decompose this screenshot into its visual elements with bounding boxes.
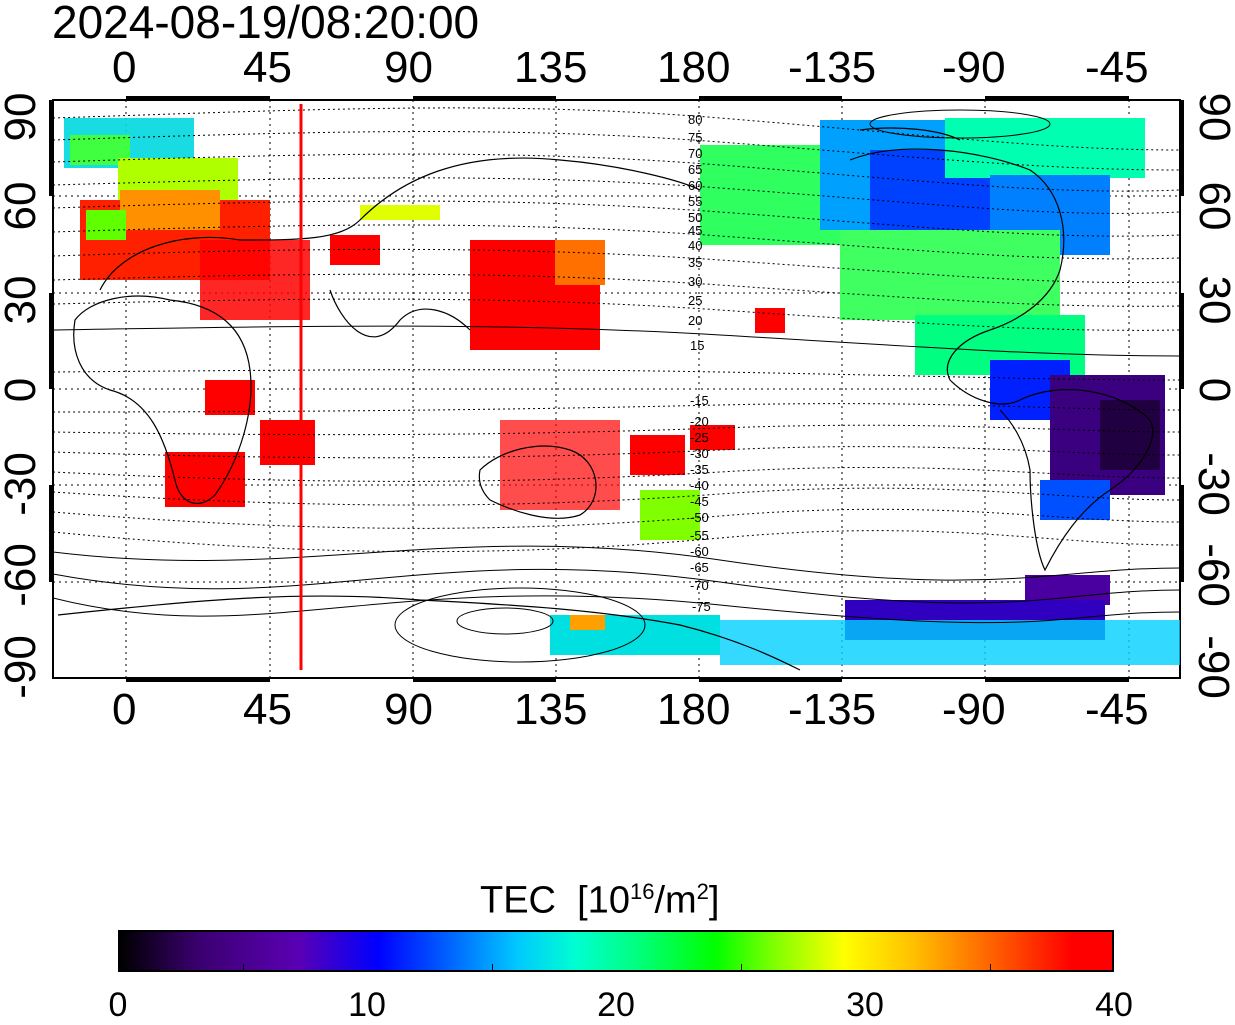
contour-lines bbox=[53, 107, 1180, 663]
colorbar-tick: 10 bbox=[348, 986, 386, 1024]
bottom-lon-tick: 0 bbox=[112, 685, 137, 734]
bottom-lon-tick: -135 bbox=[788, 685, 877, 734]
contour-label: -20 bbox=[690, 414, 709, 429]
contour-label: -70 bbox=[690, 578, 709, 593]
contour-label: -45 bbox=[690, 494, 709, 509]
contour-label: 55 bbox=[688, 194, 702, 209]
contour-label: 80 bbox=[688, 112, 702, 127]
tec-map: 80 75 70 65 60 55 50 45 40 35 30 25 20 1… bbox=[49, 96, 1184, 682]
colorbar-unit-exp: 16 bbox=[629, 879, 655, 904]
contour-label: 60 bbox=[688, 178, 702, 193]
contour-label: -50 bbox=[690, 510, 709, 525]
contour-label: 15 bbox=[690, 338, 704, 353]
bottom-lon-tick: -45 bbox=[1085, 685, 1149, 734]
bottom-lon-tick: 135 bbox=[514, 685, 588, 734]
bottom-lon-tick: 45 bbox=[243, 685, 292, 734]
top-lon-tick: -90 bbox=[942, 43, 1006, 92]
colorbar-minor-tick bbox=[741, 964, 742, 972]
colorbar-tick: 0 bbox=[108, 986, 128, 1024]
top-lon-tick: 90 bbox=[384, 43, 433, 92]
colorbar-minor-tick bbox=[492, 964, 493, 972]
colorbar-title: TEC [1016/m2] bbox=[480, 868, 719, 925]
top-lon-tick: 180 bbox=[657, 43, 731, 92]
contour-label: -25 bbox=[690, 430, 709, 445]
colorbar-unit-suffix: ] bbox=[708, 879, 720, 922]
contour-label: 45 bbox=[688, 223, 702, 238]
colorbar-unit-mid: /m bbox=[654, 879, 697, 922]
coastlines bbox=[57, 127, 1154, 671]
contour-label: 70 bbox=[688, 146, 702, 161]
bottom-lon-tick: 180 bbox=[657, 685, 731, 734]
tec-data bbox=[64, 118, 1180, 665]
colorbar-unit-prefix: [10 bbox=[577, 879, 630, 922]
frame-tick-marks bbox=[49, 96, 1184, 682]
contour-label: 35 bbox=[688, 255, 702, 270]
colorbar-tick: 20 bbox=[597, 986, 635, 1024]
contour-label: -40 bbox=[690, 478, 709, 493]
colorbar-minor-tick bbox=[243, 964, 244, 972]
contour-label: -35 bbox=[690, 462, 709, 477]
colorbar-unit-exp2: 2 bbox=[696, 879, 709, 904]
contour-label: 40 bbox=[688, 238, 702, 253]
colorbar-label: TEC bbox=[480, 879, 556, 922]
contour-label: 30 bbox=[688, 274, 702, 289]
contour-label: 75 bbox=[688, 130, 702, 145]
colorbar-tick: 30 bbox=[846, 986, 884, 1024]
contour-label: -65 bbox=[690, 560, 709, 575]
contour-label-group: 80 75 70 65 60 55 50 45 40 35 30 25 20 1… bbox=[688, 112, 711, 614]
colorbar-minor-tick bbox=[990, 964, 991, 972]
contour-label: -30 bbox=[690, 446, 709, 461]
top-lon-tick: -135 bbox=[788, 43, 877, 92]
contour-label: -15 bbox=[690, 393, 709, 408]
top-lon-tick: 135 bbox=[514, 43, 588, 92]
contour-label: 50 bbox=[688, 210, 702, 225]
top-lon-tick: -45 bbox=[1085, 43, 1149, 92]
contour-label: 65 bbox=[688, 162, 702, 177]
contour-label: -75 bbox=[692, 599, 711, 614]
colorbar-tick: 40 bbox=[1095, 986, 1133, 1024]
contour-label: -55 bbox=[690, 528, 709, 543]
top-lon-tick: 0 bbox=[112, 43, 137, 92]
contour-label: 20 bbox=[688, 313, 702, 328]
contour-label: -60 bbox=[690, 544, 709, 559]
colorbar bbox=[118, 930, 1114, 972]
bottom-lon-tick: 90 bbox=[384, 685, 433, 734]
timestamp-title: 2024-08-19/08:20:00 bbox=[52, 0, 480, 48]
contour-label: 25 bbox=[688, 293, 702, 308]
bottom-lon-tick: -90 bbox=[942, 685, 1006, 734]
top-lon-tick: 45 bbox=[243, 43, 292, 92]
